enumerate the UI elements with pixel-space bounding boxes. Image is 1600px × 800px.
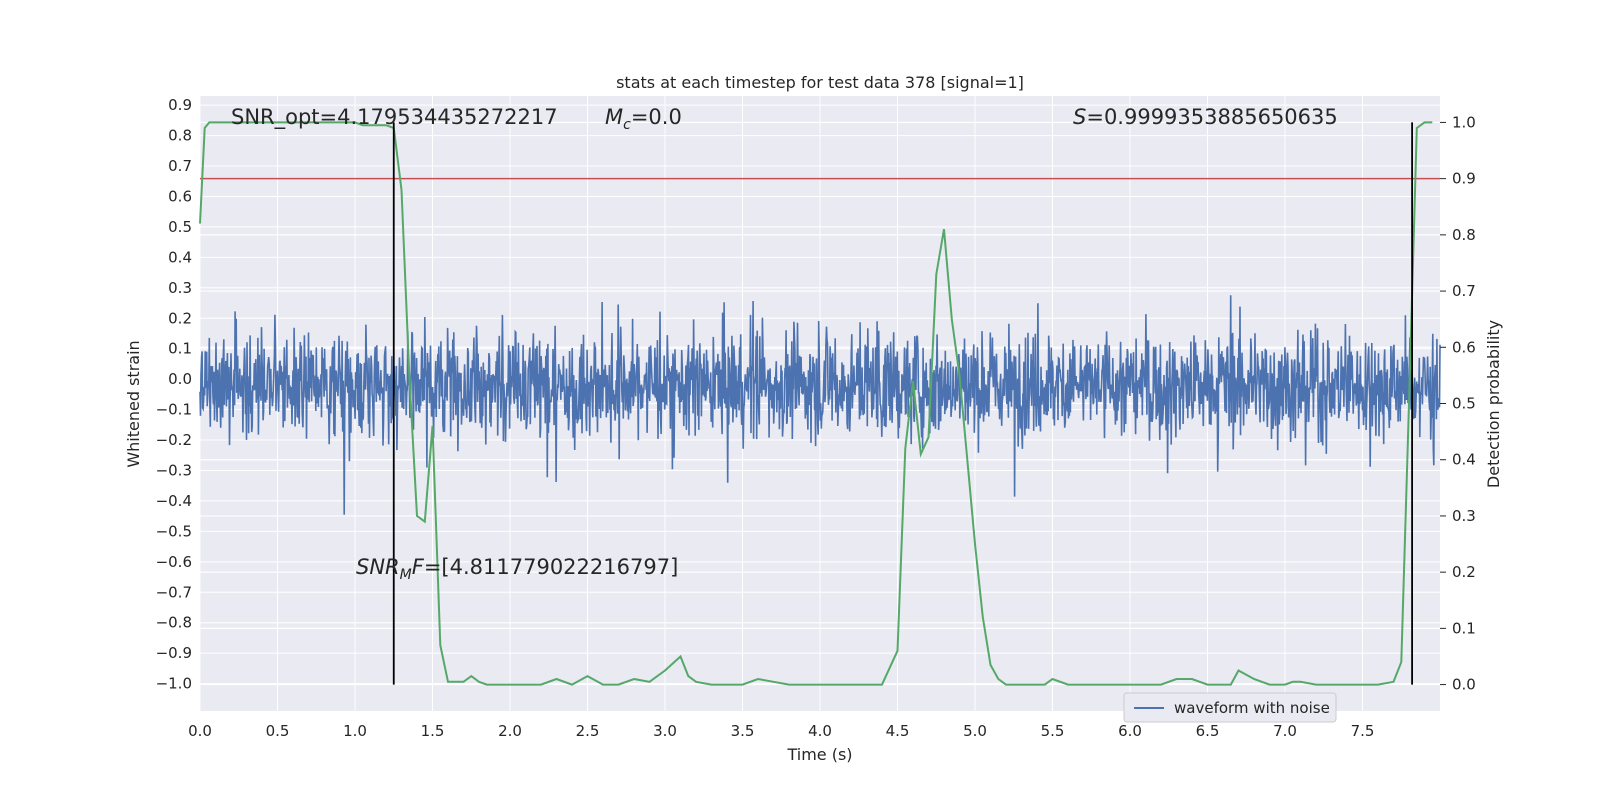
y-right-tick-label: 0.2 [1452, 563, 1476, 581]
y-right-tick-label: 0.0 [1452, 676, 1476, 694]
y-left-tick-label: 0.9 [168, 96, 192, 114]
y-left-tick-label: 0.1 [168, 340, 192, 358]
waveform-with-noise-line [199, 295, 1441, 515]
x-tick-label: 3.0 [653, 722, 677, 740]
y-left-tick-label: −0.4 [156, 492, 192, 510]
x-tick-label: 6.0 [1118, 722, 1142, 740]
y-left-tick-label: −0.8 [156, 614, 192, 632]
s-value: =0.9999353885650635 [1086, 105, 1337, 129]
y-left-tick-label: 0.6 [168, 187, 192, 205]
snr-mf-subscript: M [400, 567, 412, 583]
x-tick-label: 6.5 [1196, 722, 1220, 740]
y-left-tick-label: −0.3 [156, 461, 192, 479]
waveform-series [199, 295, 1441, 515]
x-tick-label: 5.0 [963, 722, 987, 740]
y-left-tick-labels: 0.9 0.8 0.7 0.6 0.5 0.4 0.3 0.2 0.1 0.0 −0.1 −0.2 −0… [156, 96, 192, 692]
x-tick-label: 0.0 [188, 722, 212, 740]
snr-mf-symbol: SNR [356, 555, 400, 579]
y-right-tick-label: 0.5 [1452, 395, 1476, 413]
legend-box [1123, 692, 1337, 723]
y-left-axis-label: Whitened strain [124, 340, 143, 467]
y-left-tick-label: −0.2 [156, 431, 192, 449]
x-tick-label: 7.0 [1273, 722, 1297, 740]
y-right-tick-label: 0.6 [1452, 338, 1476, 356]
x-tick-label: 1.5 [421, 722, 445, 740]
annotation-mc: Mc=0.0 [605, 105, 682, 133]
probability-series [199, 121, 1433, 686]
annotation-s: S=0.9999353885650635 [1073, 105, 1338, 129]
legend-label: waveform with noise [1174, 699, 1330, 717]
y-left-tick-label: 0.7 [168, 157, 192, 175]
y-left-tick-label: −0.9 [156, 644, 192, 662]
x-tick-label: 4.5 [886, 722, 910, 740]
y-left-tick-label: −1.0 [156, 675, 192, 693]
y-right-axis-label: Detection probability [1484, 320, 1503, 488]
y-right-tick-label: 1.0 [1452, 113, 1476, 131]
y-left-tick-label: 0.2 [168, 309, 192, 327]
y-left-tick-label: 0.4 [168, 248, 192, 266]
mc-symbol: M [605, 105, 623, 129]
y-left-tick-label: 0.5 [168, 218, 192, 236]
x-tick-label: 2.0 [498, 722, 522, 740]
x-tick-label: 2.5 [576, 722, 600, 740]
y-left-tick-label: −0.5 [156, 522, 192, 540]
x-tick-labels: 0.0 0.5 1.0 1.5 2.0 2.5 3.0 3.5 4.0 4.5 5.0 5.5 6.0 6… [188, 722, 1374, 740]
y-right-tick-label: 0.9 [1452, 170, 1476, 188]
mc-value: =0.0 [631, 105, 682, 129]
x-tick-label: 3.5 [731, 722, 755, 740]
snr-mf-value: =[4.811779022216797] [424, 555, 678, 579]
vertical-markers [392, 122, 1413, 685]
y-left-tick-label: 0.3 [168, 279, 192, 297]
x-tick-label: 4.0 [808, 722, 832, 740]
y-right-tick-label: 0.8 [1452, 226, 1476, 244]
mc-subscript: c [623, 117, 631, 133]
detection-probability-line [199, 121, 1433, 686]
y-right-tick-label: 0.3 [1452, 507, 1476, 525]
y-right-tick-label: 0.1 [1452, 619, 1476, 637]
y-left-tick-label: 0.0 [168, 370, 192, 388]
y-right-tick-label: 0.4 [1452, 451, 1476, 469]
x-tick-label: 7.5 [1351, 722, 1375, 740]
y-left-tick-label: −0.7 [156, 583, 192, 601]
annotation-snr-mf: SNRMF=[4.811779022216797] [356, 555, 678, 583]
snr-mf-tail: F [412, 555, 425, 579]
y-right-tick-label: 0.7 [1452, 282, 1476, 300]
x-tick-label: 0.5 [266, 722, 290, 740]
legend: waveform with noise [1123, 692, 1337, 723]
y-right-tick-labels: 1.0 0.9 0.8 0.7 0.6 0.5 0.4 0.3 0.2 0.1 0.0 [1440, 113, 1476, 694]
x-tick-label: 5.5 [1041, 722, 1065, 740]
y-left-tick-label: 0.8 [168, 127, 192, 145]
y-left-tick-label: −0.1 [156, 401, 192, 419]
x-tick-label: 1.0 [343, 722, 367, 740]
y-left-tick-label: −0.6 [156, 553, 192, 571]
annotation-snr-opt: SNR_opt=4.179534435272217 [231, 105, 558, 130]
x-axis-label: Time (s) [786, 745, 852, 764]
s-symbol: S [1073, 105, 1086, 129]
chart-title: stats at each timestep for test data 378… [616, 73, 1024, 92]
